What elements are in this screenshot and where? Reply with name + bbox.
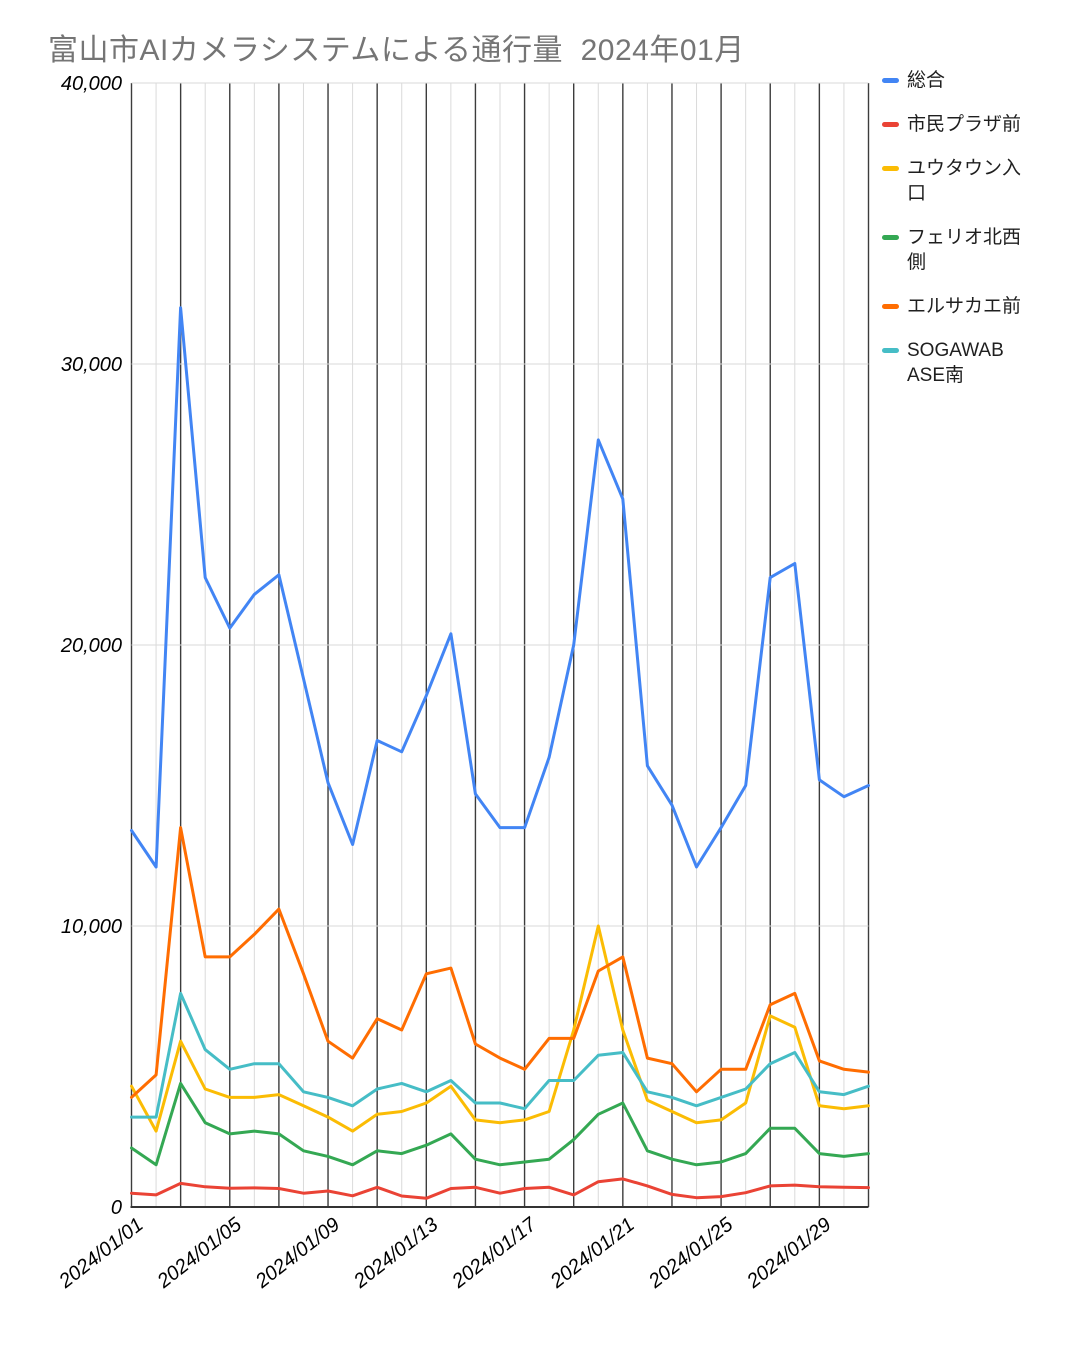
x-tick-label: 2024/01/09 <box>251 1214 344 1294</box>
series-line-SOGAWABASE南 <box>130 991 870 1119</box>
legend-swatch <box>882 235 899 240</box>
legend-item-SOGAWABASE南: SOGAWAB ASE南 <box>882 338 1076 388</box>
legend-swatch <box>882 348 899 353</box>
chart-title: 富山市AIカメラシステムによる通行量 2024年01月 <box>48 34 745 67</box>
legend-item-市民プラザ前: 市民プラザ前 <box>882 112 1076 137</box>
legend-label: エルサカエ前 <box>907 296 1022 317</box>
y-tick-label: 30,000 <box>61 354 122 376</box>
legend-swatch <box>882 166 899 171</box>
x-tick-label: 2024/01/29 <box>742 1214 835 1294</box>
x-tick-label: 2024/01/17 <box>447 1213 541 1293</box>
x-tick-label: 2024/01/05 <box>153 1213 247 1293</box>
legend-item-フェリオ北西側: フェリオ北西 側 <box>882 225 1076 275</box>
x-tick-label: 2024/01/01 <box>54 1214 147 1294</box>
legend-item-ユウタウン入口: ユウタウン入 口 <box>882 156 1076 206</box>
legend-item-総合: 総合 <box>882 68 1076 93</box>
series-line-総合 <box>130 306 870 869</box>
legend: 総合市民プラザ前ユウタウン入 口フェリオ北西 側エルサカエ前 SOGAWAB AS… <box>882 68 1076 388</box>
y-tick-label: 20,000 <box>60 635 122 657</box>
legend-label: 市民プラザ前 <box>907 114 1022 135</box>
legend-label: ユウタウン入 口 <box>907 158 1022 204</box>
series-line-エルサカエ前 <box>130 826 870 1099</box>
x-tick-label: 2024/01/21 <box>546 1214 639 1294</box>
legend-swatch <box>882 122 899 127</box>
series-line-ユウタウン入口 <box>130 924 870 1133</box>
x-tick-label: 2024/01/13 <box>349 1214 442 1294</box>
series-line-フェリオ北西側 <box>130 1081 870 1167</box>
series-line-市民プラザ前 <box>130 1177 870 1200</box>
legend-label: SOGAWAB ASE南 <box>907 340 1004 386</box>
legend-swatch <box>882 304 899 309</box>
y-tick-label: 10,000 <box>61 916 122 938</box>
y-tick-label: 0 <box>111 1197 122 1219</box>
x-tick-label: 2024/01/25 <box>644 1213 738 1293</box>
legend-item-エルサカエ前: エルサカエ前 <box>882 294 1076 319</box>
y-tick-label: 40,000 <box>61 73 122 95</box>
legend-label: フェリオ北西 側 <box>907 227 1022 273</box>
legend-swatch <box>882 78 899 83</box>
legend-label: 総合 <box>907 70 946 91</box>
